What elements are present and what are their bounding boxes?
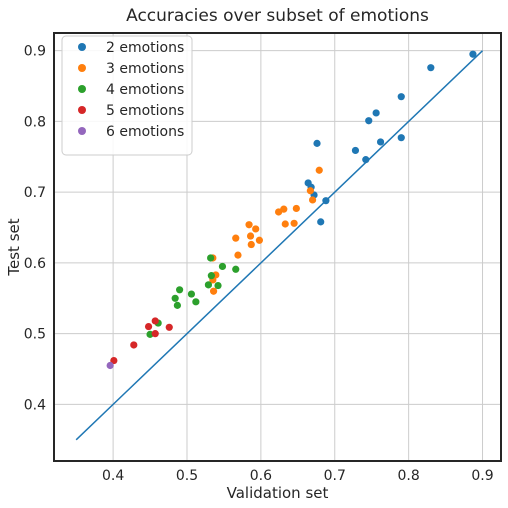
scatter-point-series-1 [469, 50, 477, 58]
scatter-point-series-4 [151, 317, 159, 325]
scatter-point-series-2 [234, 251, 242, 259]
legend-marker [78, 106, 86, 114]
y-tick-label: 0.5 [24, 327, 46, 343]
scatter-point-series-3 [171, 294, 179, 302]
reference-line-group [75, 50, 484, 441]
scatter-point-series-3 [218, 262, 227, 271]
scatter-point-series-4 [144, 322, 153, 331]
y-tick-label: 0.8 [24, 114, 46, 130]
legend-entry-label: 4 emotions [106, 82, 184, 98]
x-tick-label: 0.6 [250, 468, 272, 484]
plot-frame [53, 32, 502, 462]
legend-entry-label: 2 emotions [106, 40, 184, 56]
scatter-point-series-1 [397, 93, 405, 101]
scatter-point-series-1 [365, 117, 373, 125]
y-tick-label: 0.7 [24, 185, 46, 201]
scatter-point-series-3 [207, 254, 215, 262]
legend-marker [78, 64, 86, 72]
legend-box [61, 35, 193, 156]
scatter-point-series-3 [176, 286, 184, 294]
y-tick-label: 0.6 [24, 256, 46, 272]
scatter-point-series-1 [397, 134, 405, 142]
legend-marker [78, 85, 86, 93]
chart-title: Accuracies over subset of emotions [126, 6, 429, 26]
scatter-point-series-2 [247, 240, 255, 249]
scatter-point-series-2 [245, 221, 253, 229]
scatter-point-series-3 [207, 272, 215, 280]
y-axis-label: Test set [5, 218, 23, 276]
legend-entry-label: 5 emotions [106, 103, 184, 119]
legend: 2 emotions 3 emotions 4 emotions 5 emotions… [61, 35, 193, 156]
scatter-point-series-3 [232, 265, 240, 273]
scatter-point-series-1 [313, 139, 321, 147]
legend-marker [78, 127, 86, 135]
scatter-point-series-2 [308, 196, 317, 204]
scatter-point-series-2 [246, 232, 255, 240]
legend-marker [78, 43, 86, 51]
scatter-point-series-1 [372, 109, 380, 117]
scatter-point-series-3 [192, 298, 200, 306]
scatter-point-series-2 [281, 220, 289, 228]
x-axis-label: Validation set [227, 484, 329, 502]
x-tick-labels: 0.4 0.5 0.6 0.7 0.8 0.9 [102, 468, 494, 484]
scatter-point-series-2 [315, 166, 323, 174]
scatter-point-series-2 [232, 234, 240, 242]
reference-line [75, 50, 484, 441]
scatter-point-series-3 [214, 281, 222, 290]
scatter-point-series-3 [204, 281, 213, 289]
scatter-point-series-2 [209, 287, 218, 295]
scatter-point-series-1 [317, 218, 325, 226]
legend-entry-label: 6 emotions [106, 124, 184, 140]
scatter-point-series-1 [362, 156, 370, 164]
scatter-point-series-1 [376, 138, 385, 146]
scatter-point-series-2 [255, 236, 263, 244]
legend-entry-label: 3 emotions [106, 61, 184, 77]
scatter-point-series-3 [173, 301, 181, 309]
scatter-point-series-2 [292, 204, 300, 213]
scatter-point-series-2 [290, 219, 298, 227]
scatter-point-series-2 [252, 225, 260, 233]
grid [54, 33, 501, 461]
x-tick-label: 0.4 [102, 468, 124, 484]
scatter-point-series-4 [130, 341, 138, 349]
y-tick-label: 0.4 [24, 397, 46, 413]
scatter-point-series-1 [322, 197, 330, 205]
x-tick-label: 0.8 [398, 468, 420, 484]
x-tick-label: 0.7 [324, 468, 346, 484]
scatter-point-series-3 [187, 290, 196, 298]
scatter-point-series-4 [151, 330, 159, 338]
data-points [106, 50, 477, 370]
scatter-point-series-1 [427, 64, 435, 72]
scatter-point-series-1 [351, 146, 360, 155]
scatter-point-series-4 [110, 356, 118, 365]
scatter-point-series-5 [106, 361, 114, 370]
x-tick-label: 0.5 [176, 468, 198, 484]
y-tick-label: 0.9 [24, 44, 46, 60]
scatter-point-series-2 [306, 187, 314, 195]
x-tick-label: 0.9 [471, 468, 493, 484]
y-tick-labels: 0.4 0.5 0.6 0.7 0.8 0.9 [24, 44, 46, 414]
scatter-point-series-4 [165, 323, 173, 331]
scatter-point-series-2 [275, 208, 283, 216]
